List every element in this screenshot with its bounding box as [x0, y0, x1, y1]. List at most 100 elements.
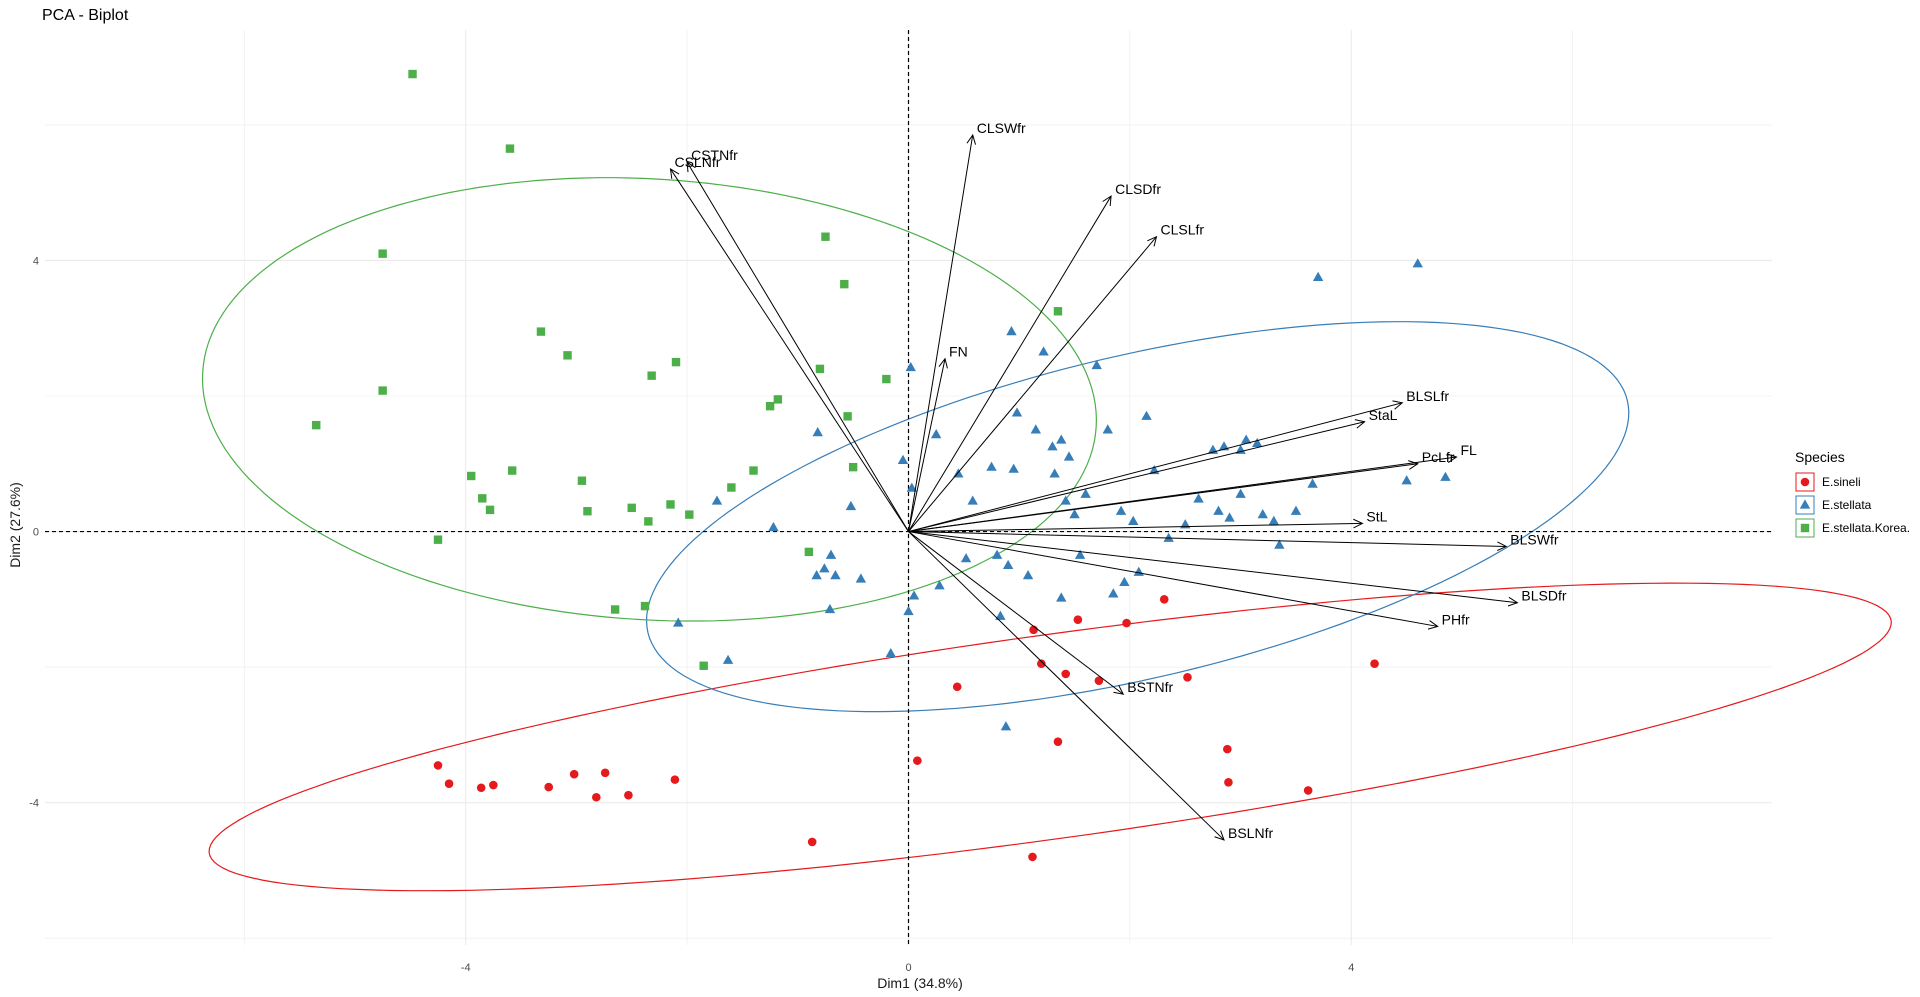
data-point: [312, 420, 321, 430]
data-points: [312, 69, 1451, 862]
data-point: [913, 756, 922, 765]
data-point: [1440, 471, 1451, 481]
data-point: [1074, 549, 1086, 559]
ellipse-e-sineli: [208, 582, 1892, 892]
data-point: [1307, 478, 1318, 488]
data-point: [897, 454, 909, 464]
data-point: [830, 570, 841, 580]
data-point: [1002, 559, 1014, 570]
data-point: [433, 761, 443, 770]
arrow-head: [1147, 235, 1158, 247]
data-point: [711, 495, 723, 505]
arrow-line: [908, 531, 1438, 627]
data-point: [485, 505, 495, 515]
arrow-line: [908, 236, 1157, 532]
data-point: [1193, 493, 1204, 503]
data-point: [1128, 515, 1139, 525]
data-point: [1370, 659, 1379, 669]
arrow-head: [1507, 596, 1519, 607]
variable-arrow-stal: StaL: [908, 407, 1398, 533]
x-tick-label: 4: [1348, 962, 1354, 974]
series-e-sineli: [433, 595, 1379, 862]
variable-label: BLSLfr: [1406, 388, 1449, 404]
data-point: [505, 144, 515, 153]
variable-arrow-fl: FL: [908, 442, 1477, 533]
arrow-head: [1446, 453, 1458, 463]
data-point: [1011, 407, 1023, 417]
x-axis-title: Dim1 (34.8%): [877, 975, 963, 991]
data-point: [1080, 488, 1091, 498]
data-point: [812, 427, 823, 437]
data-point: [848, 462, 858, 472]
data-point: [1102, 424, 1113, 434]
arrow-line: [908, 195, 1112, 532]
data-point: [1038, 346, 1049, 356]
data-point: [882, 374, 891, 384]
data-point: [699, 661, 708, 670]
arrow-line: [908, 531, 1225, 841]
data-point: [673, 617, 684, 627]
variable-label: StaL: [1369, 407, 1398, 423]
data-point: [1061, 669, 1071, 679]
data-point: [1141, 410, 1152, 420]
data-point: [1108, 588, 1119, 598]
data-point: [840, 279, 849, 289]
arrow-head: [1354, 419, 1366, 429]
arrow-line: [686, 161, 909, 532]
variable-label: StL: [1366, 508, 1387, 524]
arrow-line: [908, 421, 1365, 533]
data-point: [1073, 615, 1083, 624]
variable-arrow-phfr: PHfr: [908, 531, 1470, 630]
data-point: [647, 371, 656, 380]
data-point: [855, 573, 867, 583]
data-point: [444, 779, 454, 788]
data-point: [1268, 515, 1280, 525]
data-point: [821, 232, 830, 241]
data-point: [1235, 488, 1246, 498]
y-tick-label: 4: [33, 255, 39, 267]
data-point: [624, 790, 633, 800]
data-point: [727, 483, 736, 492]
variable-arrow-blswfr: BLSWfr: [908, 531, 1559, 552]
arrow-line: [908, 531, 1518, 604]
data-point: [507, 466, 517, 475]
data-point: [773, 395, 783, 404]
data-point: [952, 682, 962, 692]
variable-arrow-blsdfr: BLSDfr: [908, 531, 1567, 607]
arrow-head: [1392, 400, 1404, 410]
data-point: [1252, 437, 1263, 448]
data-point: [1401, 475, 1412, 485]
data-point: [908, 590, 920, 600]
ellipse-e-stellata-korea-: [201, 177, 1098, 622]
data-point: [1115, 505, 1127, 515]
chart-title: PCA - Biplot: [42, 7, 129, 24]
legend: Species E.sineli E.stellata E.stellata.Kor…: [1795, 449, 1910, 538]
arrow-head: [938, 357, 948, 369]
variable-arrow-clsdfr: CLSDfr: [908, 181, 1161, 532]
y-tick-label: -4: [29, 798, 39, 810]
data-point: [906, 482, 918, 492]
data-point: [1056, 434, 1067, 444]
variable-label: CLSWfr: [977, 120, 1026, 136]
y-tick-label: 0: [33, 527, 39, 539]
data-point: [1183, 672, 1192, 682]
arrow-line: [908, 402, 1403, 533]
data-point: [577, 476, 587, 485]
data-point: [845, 500, 857, 511]
data-point: [819, 563, 830, 573]
variable-arrow-bslnfr: BSLNfr: [908, 531, 1273, 841]
data-point: [1069, 509, 1080, 519]
data-point: [991, 549, 1003, 559]
data-point: [408, 69, 417, 79]
data-point: [1030, 424, 1042, 434]
data-point: [749, 466, 758, 475]
data-point: [378, 386, 387, 395]
data-point: [960, 553, 972, 563]
data-point: [765, 401, 775, 411]
data-point: [563, 351, 572, 360]
y-axis-title: Dim2 (27.6%): [7, 482, 23, 568]
data-point: [1022, 570, 1034, 580]
variable-arrow-bstnfr: BSTNfr: [908, 531, 1173, 695]
data-point: [768, 521, 779, 532]
data-point: [1119, 576, 1130, 586]
